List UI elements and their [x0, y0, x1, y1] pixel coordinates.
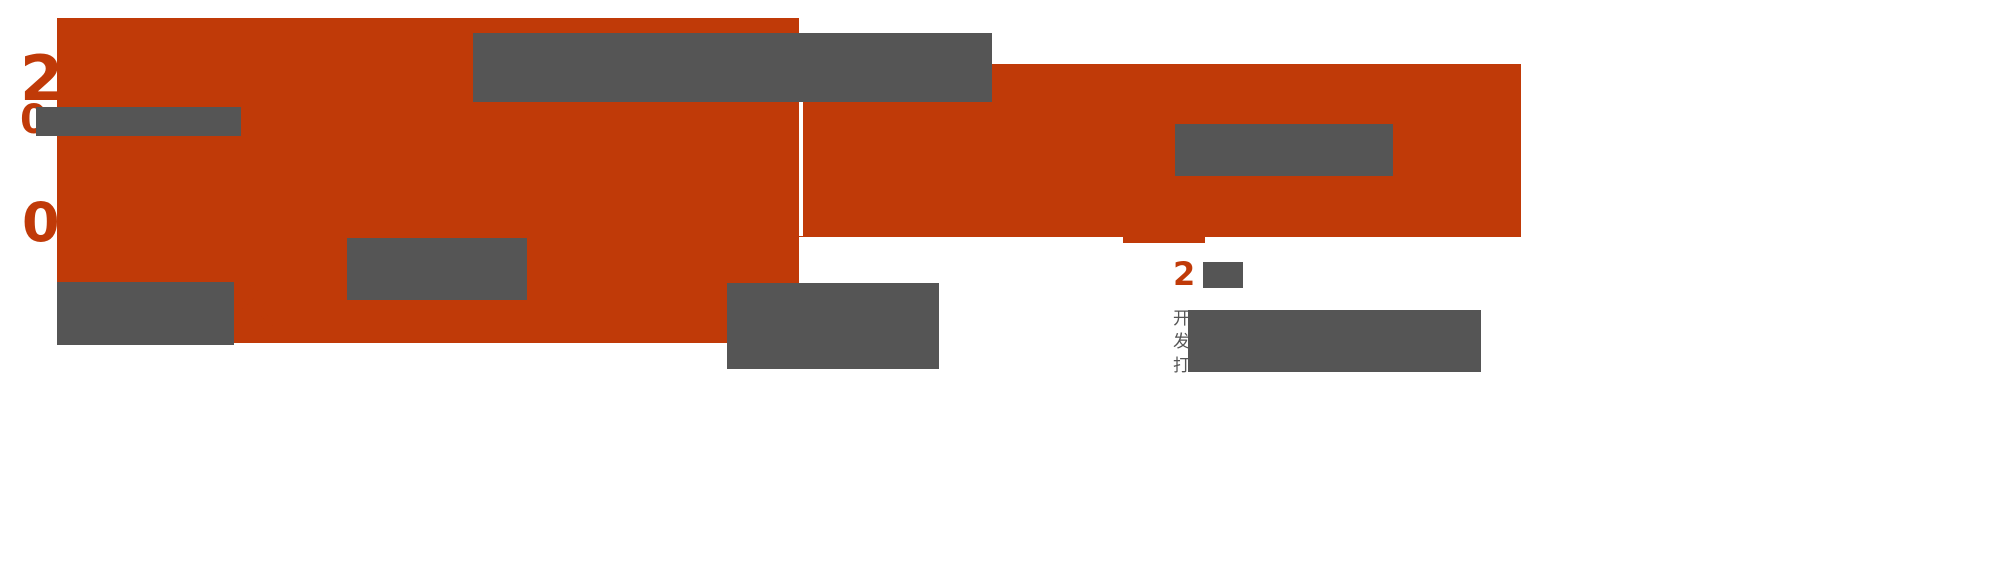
vertical-divider: [799, 18, 803, 236]
redaction-right-number: [1203, 262, 1243, 288]
redaction-subtitle-left: [36, 107, 241, 136]
redaction-mid-left: [347, 238, 527, 300]
headline-fragment-left: 2: [20, 42, 65, 115]
redaction-right-panel: [1175, 124, 1393, 176]
headline-fragment-third: 0: [22, 191, 61, 254]
right-body-text: 开 发 打: [1173, 309, 1190, 376]
bottom-left-edge-char: 衣: [232, 282, 277, 333]
redaction-bottom-center: [727, 283, 939, 369]
right-number-label: 2: [1173, 255, 1196, 293]
redaction-bottom-left: [57, 282, 234, 345]
panel-right-tab: [1123, 237, 1205, 243]
redaction-right-body: [1188, 310, 1481, 372]
redaction-headline-right: [800, 33, 992, 102]
redaction-headline-center: [473, 33, 800, 102]
